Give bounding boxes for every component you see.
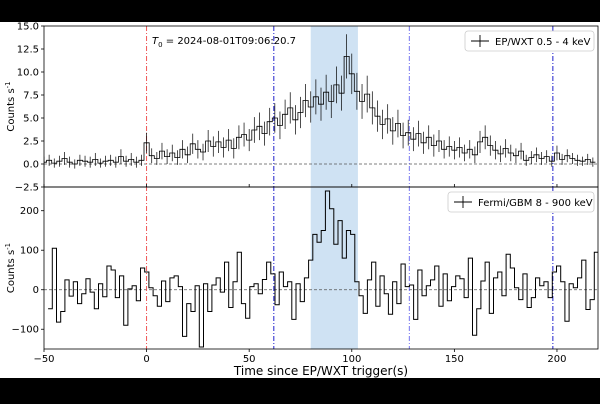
legend-top-label: EP/WXT 0.5 - 4 keV bbox=[495, 37, 591, 48]
top-ytick-label: 12.5 bbox=[17, 45, 39, 56]
annotation-value: = 2024-08-01T09:06:20.7 bbox=[163, 36, 296, 47]
top-ytick-label: 0.0 bbox=[23, 160, 39, 171]
top-ylabel: Counts s-1 bbox=[4, 81, 17, 131]
top-series-group bbox=[44, 34, 596, 169]
gbm-step-line bbox=[48, 190, 598, 348]
bottom-ylabel-superscript: -1 bbox=[4, 243, 12, 250]
legend-top-box bbox=[464, 30, 595, 52]
shaded-interval-top bbox=[310, 26, 358, 187]
bottom-ytick-label: 100 bbox=[20, 246, 39, 257]
legend-bottom-label: Fermi/GBM 8 - 900 keV bbox=[478, 198, 593, 209]
shaded-interval-bottom bbox=[310, 187, 358, 349]
top-ytick-label: 7.5 bbox=[23, 91, 39, 102]
top-ytick-label: 5.0 bbox=[23, 114, 39, 125]
bottom-ylabel: Counts s-1 bbox=[4, 243, 17, 293]
annotation-symbol: T bbox=[152, 36, 159, 47]
wxt-step-line bbox=[44, 56, 596, 165]
bottom-ytick-label: −100 bbox=[12, 325, 39, 336]
xtick-label: 100 bbox=[342, 354, 361, 365]
xtick-label: 200 bbox=[547, 354, 566, 365]
xtick-label: 50 bbox=[243, 354, 256, 365]
bottom-series-group bbox=[48, 190, 598, 348]
top-ylabel-superscript: -1 bbox=[4, 81, 12, 88]
top-ytick-label: −2.5 bbox=[15, 183, 39, 194]
bottom-panel-frame bbox=[43, 186, 599, 350]
xtick-label: 150 bbox=[445, 354, 464, 365]
top-ytick-label: 10.0 bbox=[17, 68, 39, 79]
annotation-subscript: 0 bbox=[158, 41, 162, 49]
xtick-label: 0 bbox=[143, 354, 149, 365]
bottom-ytick-label: 0 bbox=[33, 285, 39, 296]
top-ytick-label: 2.5 bbox=[23, 137, 39, 148]
trigger-time-annotation: T0 = 2024-08-01T09:06:20.7 bbox=[152, 36, 296, 49]
xtick-label: −50 bbox=[33, 354, 54, 365]
x-axis-label: Time since EP/WXT trigger(s) bbox=[233, 364, 408, 378]
bottom-ytick-label: 200 bbox=[20, 206, 39, 217]
legend-bottom-box bbox=[447, 191, 595, 213]
top-ytick-label: 15.0 bbox=[17, 22, 39, 33]
